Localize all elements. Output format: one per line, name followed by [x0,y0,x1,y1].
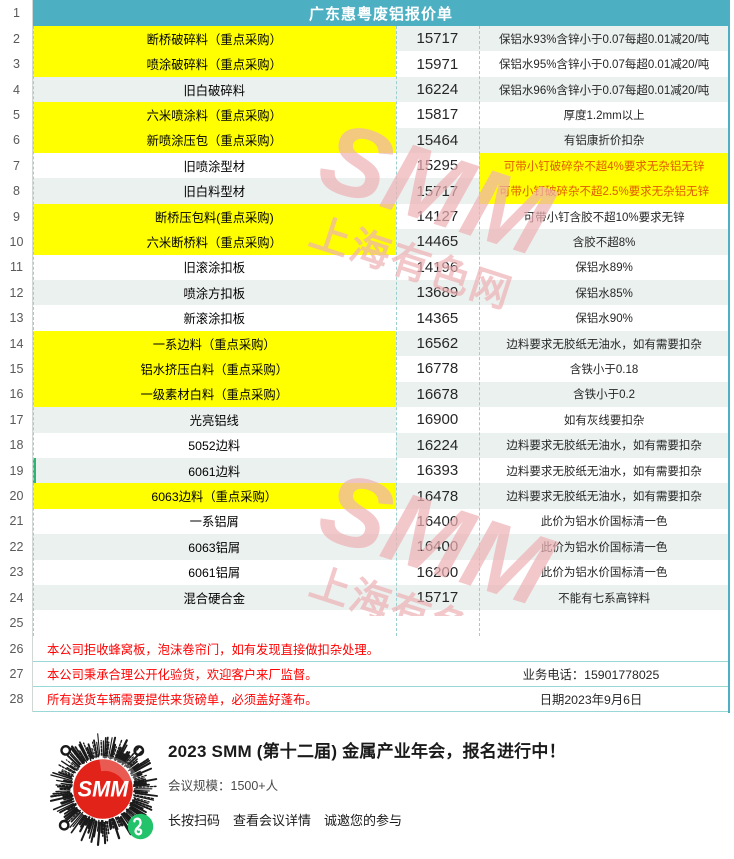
svg-text:SMM: SMM [78,776,130,801]
